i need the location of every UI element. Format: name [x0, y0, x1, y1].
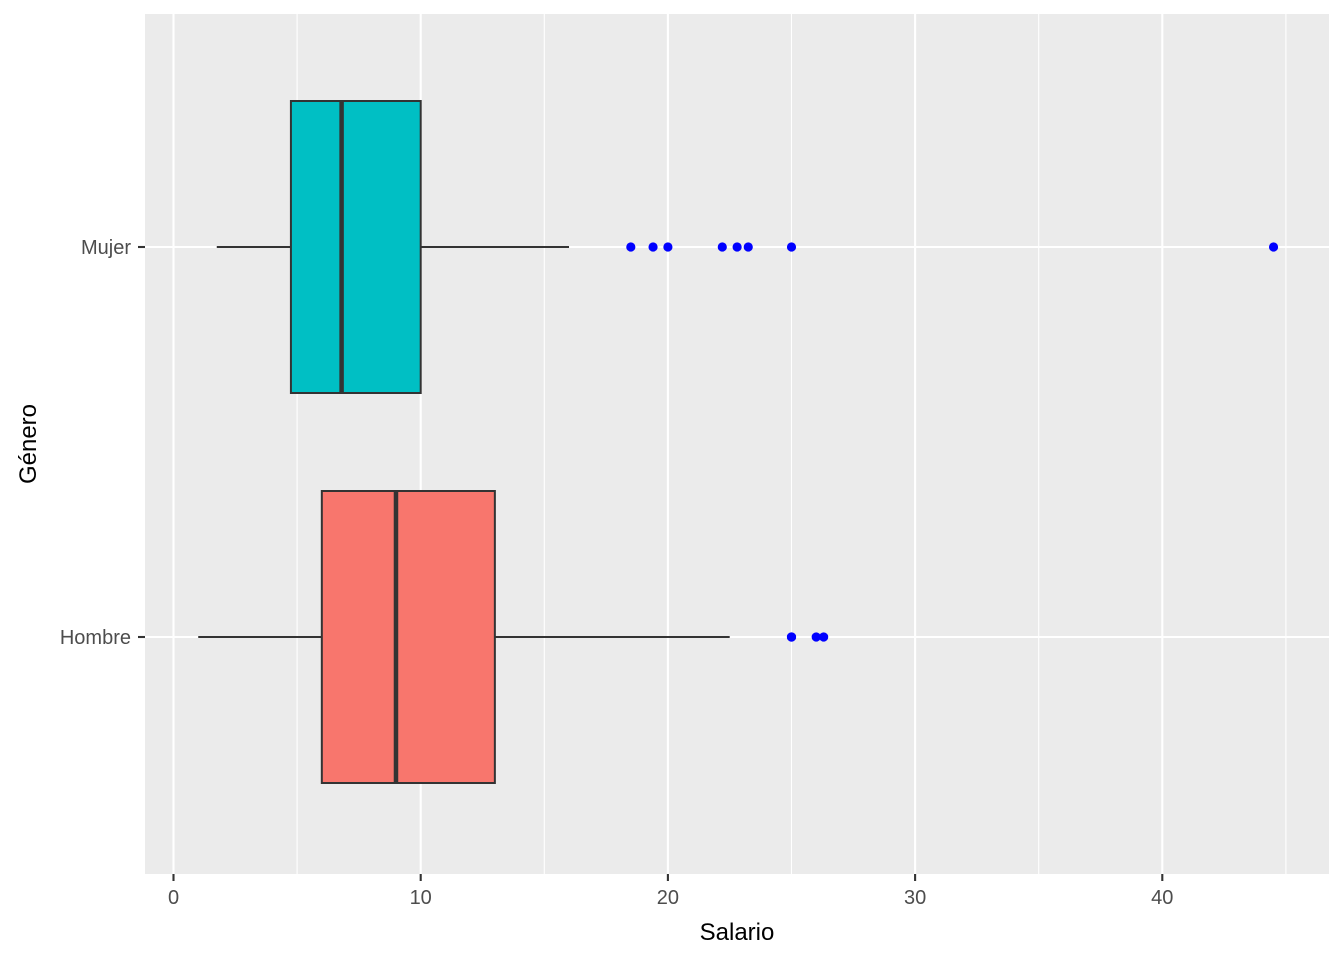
box-mujer — [289, 100, 422, 394]
box-hombre — [320, 490, 496, 784]
outlier-point — [663, 242, 673, 252]
outlier-point — [743, 242, 753, 252]
x-tick-label: 10 — [410, 887, 432, 909]
y-tick-label: Hombre — [60, 627, 131, 649]
outlier-point — [648, 242, 658, 252]
outlier-point — [717, 242, 727, 252]
x-tick-label: 0 — [168, 887, 179, 909]
outlier-point — [786, 632, 797, 642]
y-axis-title: Género — [15, 404, 42, 484]
y-axis: Hombre Mujer — [60, 237, 145, 649]
x-tick-label: 20 — [657, 887, 679, 909]
x-axis-title: Salario — [700, 919, 775, 946]
y-tick-label: Mujer — [81, 237, 131, 259]
outlier-point — [819, 632, 829, 642]
box-series — [198, 100, 730, 784]
outlier-points — [626, 242, 1279, 642]
outlier-point — [1268, 242, 1279, 252]
x-tick-label: 40 — [1151, 887, 1173, 909]
x-axis: 0 10 20 30 40 — [168, 874, 1173, 909]
outlier-point — [626, 242, 636, 252]
outlier-point — [811, 632, 821, 642]
x-tick-label: 30 — [904, 887, 926, 909]
outlier-point — [786, 242, 797, 252]
outlier-point — [732, 242, 742, 252]
